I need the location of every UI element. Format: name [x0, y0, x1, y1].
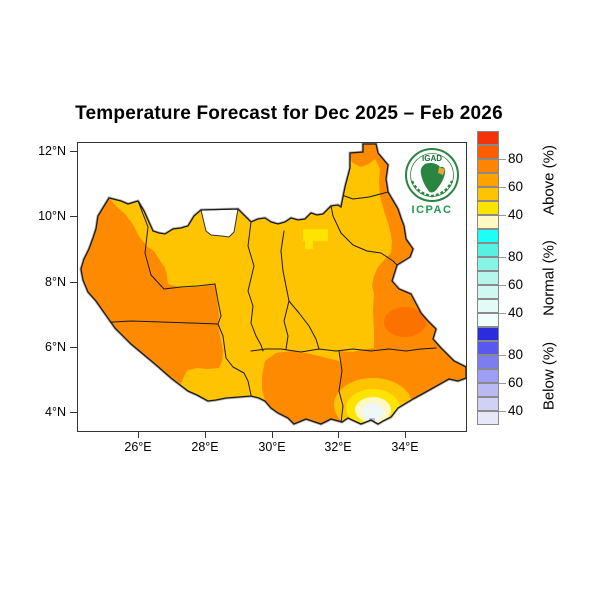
legend-tick: [499, 257, 506, 258]
logo-laurel-wreath: [410, 180, 454, 198]
region-fill-yellow-patch: [303, 229, 328, 249]
y-axis-label: 4°N: [45, 405, 66, 419]
x-axis-tick: [272, 431, 273, 438]
region-fill-orange-west: [81, 198, 223, 384]
legend-tick: [499, 383, 506, 384]
x-axis-label: 32°E: [324, 440, 352, 454]
logo-igad-text: IGAD: [422, 154, 442, 163]
legend-color-cell: [477, 383, 499, 397]
y-axis-label: 8°N: [45, 275, 66, 289]
legend-tick-label: 40: [508, 305, 524, 320]
legend-color-cell: [477, 159, 499, 173]
legend-color-cell: [477, 187, 499, 201]
legend-section-label-above: Above (%): [540, 144, 558, 216]
x-axis-label: 26°E: [124, 440, 152, 454]
x-axis-tick: [405, 431, 406, 438]
legend-color-cell: [477, 145, 499, 159]
y-axis-label: 10°N: [38, 209, 66, 223]
legend-color-cell: [477, 257, 499, 271]
legend-color-cell: [477, 173, 499, 187]
legend-color-cell: [477, 229, 499, 243]
y-axis-tick: [70, 347, 77, 348]
abyei-enclave: [200, 208, 239, 238]
legend-color-cell: [477, 355, 499, 369]
x-axis-label: 34°E: [391, 440, 419, 454]
legend-tick: [499, 411, 506, 412]
x-axis-tick: [138, 431, 139, 438]
legend-tick: [499, 355, 506, 356]
x-axis-tick: [205, 431, 206, 438]
figure-title: Temperature Forecast for Dec 2025 – Feb …: [75, 103, 503, 124]
legend-section-label-below: Below (%): [540, 341, 558, 411]
legend-color-cell: [477, 327, 499, 341]
legend-color-cell: [477, 397, 499, 411]
legend-tick-label: 40: [508, 403, 524, 418]
y-axis-tick: [70, 216, 77, 217]
legend-color-cell: [477, 299, 499, 313]
region-fill-orange-north-strip: [350, 144, 378, 167]
x-axis-label: 30°E: [258, 440, 286, 454]
map-plot-area: [77, 142, 468, 432]
eye-center-pale: [362, 403, 384, 421]
x-axis-label: 28°E: [191, 440, 219, 454]
region-fill-deep-orange-core: [384, 307, 426, 337]
y-axis-tick: [70, 151, 77, 152]
legend-tick: [499, 159, 506, 160]
legend-tick-label: 60: [508, 277, 524, 292]
legend-color-cell: [477, 313, 499, 327]
region-fill-orange-east: [339, 144, 466, 424]
legend-color-cell: [477, 369, 499, 383]
country-outline: [80, 143, 467, 425]
y-axis-label: 6°N: [45, 340, 66, 354]
logo-horn-highlight: [438, 167, 445, 175]
legend-color-cell: [477, 243, 499, 257]
y-axis-tick: [70, 412, 77, 413]
legend-tick-label: 80: [508, 151, 524, 166]
legend-tick-label: 60: [508, 375, 524, 390]
x-axis-tick: [338, 431, 339, 438]
south-sudan-forecast-map: [79, 142, 468, 426]
legend-tick-label: 60: [508, 179, 524, 194]
legend-tick-label: 80: [508, 347, 524, 362]
legend-tick: [499, 187, 506, 188]
logo-icpac-text: ICPAC: [412, 204, 453, 216]
legend-tick: [499, 285, 506, 286]
legend-color-cell: [477, 341, 499, 355]
legend-section-label-normal: Normal (%): [540, 240, 558, 316]
state-boundaries: [97, 191, 437, 424]
legend-color-cell: [477, 271, 499, 285]
y-axis-label: 12°N: [38, 144, 66, 158]
legend-tick: [499, 313, 506, 314]
legend-color-cell: [477, 285, 499, 299]
legend-color-cell: [477, 201, 499, 215]
legend-tick-label: 40: [508, 207, 524, 222]
legend-color-cell: [477, 131, 499, 145]
legend-color-cell: [477, 411, 499, 425]
legend-tick: [499, 215, 506, 216]
y-axis-tick: [70, 282, 77, 283]
legend-tick-label: 80: [508, 249, 524, 264]
legend-color-cell: [477, 215, 499, 229]
icpac-logo: IGAD ICPAC: [405, 148, 459, 216]
region-fill-orange-south-central: [262, 351, 343, 424]
